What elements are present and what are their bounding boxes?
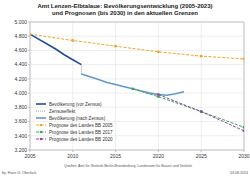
title-line: und Prognosen (bis 2030) in den aktuelle… xyxy=(52,10,198,16)
grid-line xyxy=(30,64,244,65)
marker xyxy=(131,87,134,90)
series-line xyxy=(133,89,244,127)
legend-swatch xyxy=(36,132,46,133)
tick xyxy=(28,64,30,65)
marker xyxy=(243,126,244,129)
tick-label: 2030 xyxy=(238,153,249,159)
legend-marker xyxy=(40,124,43,127)
tick xyxy=(28,93,30,94)
plot-frame xyxy=(30,22,244,150)
tick xyxy=(244,150,245,152)
tick-label: 3.200 xyxy=(14,147,27,153)
marker xyxy=(114,45,117,48)
tick-label: 4.600 xyxy=(14,47,27,53)
legend-marker xyxy=(40,138,43,141)
grid-line xyxy=(30,150,244,151)
tick-label: 3.400 xyxy=(14,133,27,139)
grid-line xyxy=(30,50,244,51)
date: 03.08.2024 xyxy=(230,171,248,175)
grid-line xyxy=(115,22,116,150)
tick xyxy=(28,22,30,23)
series-line xyxy=(158,95,244,131)
tick xyxy=(28,150,30,151)
tick-label: 2005 xyxy=(24,153,35,159)
marker xyxy=(157,50,160,53)
plot-area xyxy=(30,33,244,133)
marker xyxy=(200,110,203,113)
legend-swatch xyxy=(36,103,46,105)
tick xyxy=(28,50,30,51)
legend-label: Prognose des Landes BB 2020 xyxy=(49,137,113,142)
tick xyxy=(28,135,30,136)
legend-label: Prognose des Landes BB 2005 xyxy=(49,123,113,128)
tick xyxy=(28,36,30,37)
source: Quellen: Amt für Statistik Berlin-Brande… xyxy=(64,164,193,168)
legend-label: Prognose des Landes BB 2017 xyxy=(49,130,113,135)
marker xyxy=(200,110,203,113)
tick xyxy=(158,150,159,152)
title: Amt Lenzen-Elbtalaue: Bevölkerungsentwic… xyxy=(37,3,212,16)
tick-label: 5.000 xyxy=(14,19,27,25)
title-line: Amt Lenzen-Elbtalaue: Bevölkerungsentwic… xyxy=(37,3,212,9)
legend-label: Bevölkerung (vor Zensus) xyxy=(49,102,102,107)
series-line xyxy=(30,34,244,59)
tick-label: 2015 xyxy=(110,153,121,159)
author: by: Hans G. Oberlack xyxy=(2,171,37,175)
marker xyxy=(243,58,244,61)
tick xyxy=(28,121,30,122)
marker xyxy=(243,129,244,132)
tick-label: 4.200 xyxy=(14,76,27,82)
tick-label: 2020 xyxy=(153,153,164,159)
grid-line xyxy=(158,22,159,150)
legend-swatch xyxy=(36,139,46,140)
grid-line xyxy=(244,22,245,150)
grid-line xyxy=(30,22,244,23)
grid-line xyxy=(30,93,244,94)
legend-label: Zensuseffekt xyxy=(49,109,76,114)
series-line xyxy=(81,74,184,95)
marker xyxy=(200,55,203,58)
tick xyxy=(28,78,30,79)
tick xyxy=(115,150,116,152)
tick xyxy=(72,150,73,152)
chart: Amt Lenzen-Elbtalaue: Bevölkerungsentwic… xyxy=(0,0,250,177)
grid-line xyxy=(30,36,244,37)
tick-label: 4.800 xyxy=(14,33,27,39)
grid-line xyxy=(30,107,244,108)
grid-line xyxy=(201,22,202,150)
tick-label: 2025 xyxy=(196,153,207,159)
tick xyxy=(28,107,30,108)
legend-marker xyxy=(40,131,43,134)
marker xyxy=(30,33,31,36)
series-line xyxy=(81,65,82,74)
tick xyxy=(201,150,202,152)
marker xyxy=(71,39,74,42)
grid-line xyxy=(30,22,31,150)
legend-swatch xyxy=(36,117,46,119)
legend-label: Bevölkerung (nach Zensus) xyxy=(49,116,106,121)
tick-label: 3.600 xyxy=(14,118,27,124)
legend-swatch xyxy=(36,111,46,112)
tick-label: 2010 xyxy=(67,153,78,159)
marker xyxy=(157,93,160,96)
legend-swatch xyxy=(36,125,46,126)
series-line xyxy=(30,34,81,65)
tick-label: 4.000 xyxy=(14,90,27,96)
tick-label: 4.400 xyxy=(14,61,27,67)
tick xyxy=(30,150,31,152)
grid-line xyxy=(30,78,244,79)
tick-label: 3.800 xyxy=(14,104,27,110)
